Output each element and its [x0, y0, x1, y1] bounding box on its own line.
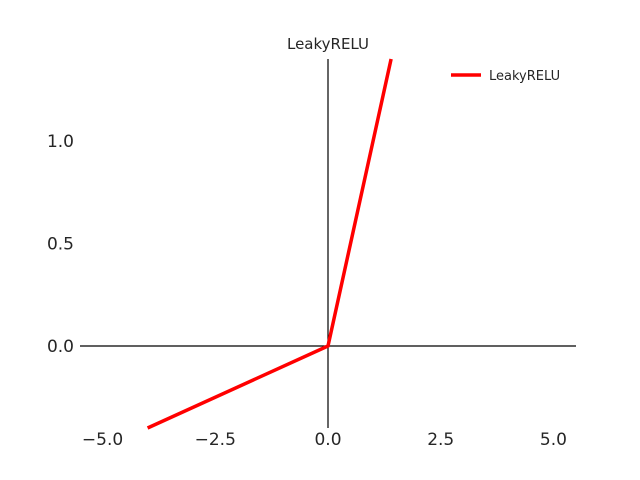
legend: LeakyRELU	[451, 69, 560, 84]
y-tick-label: 0.0	[47, 337, 74, 357]
x-tick-label: 0.0	[314, 430, 341, 450]
x-tick-label: 5.0	[540, 430, 567, 450]
series-line-leakyrelu	[146, 58, 393, 430]
x-tick-label: −5.0	[82, 430, 123, 450]
y-tick-label: 1.0	[47, 132, 74, 152]
tick-labels: −5.0 −2.5 0.0 2.5 5.0 0.0 0.5 1.0	[47, 132, 567, 450]
x-tick-label: 2.5	[427, 430, 454, 450]
legend-label: LeakyRELU	[489, 69, 560, 84]
x-tick-label: −2.5	[195, 430, 236, 450]
series-lines	[146, 58, 393, 430]
axes	[80, 59, 576, 428]
y-tick-label: 0.5	[47, 235, 74, 255]
chart-title: LeakyRELU	[287, 35, 369, 53]
